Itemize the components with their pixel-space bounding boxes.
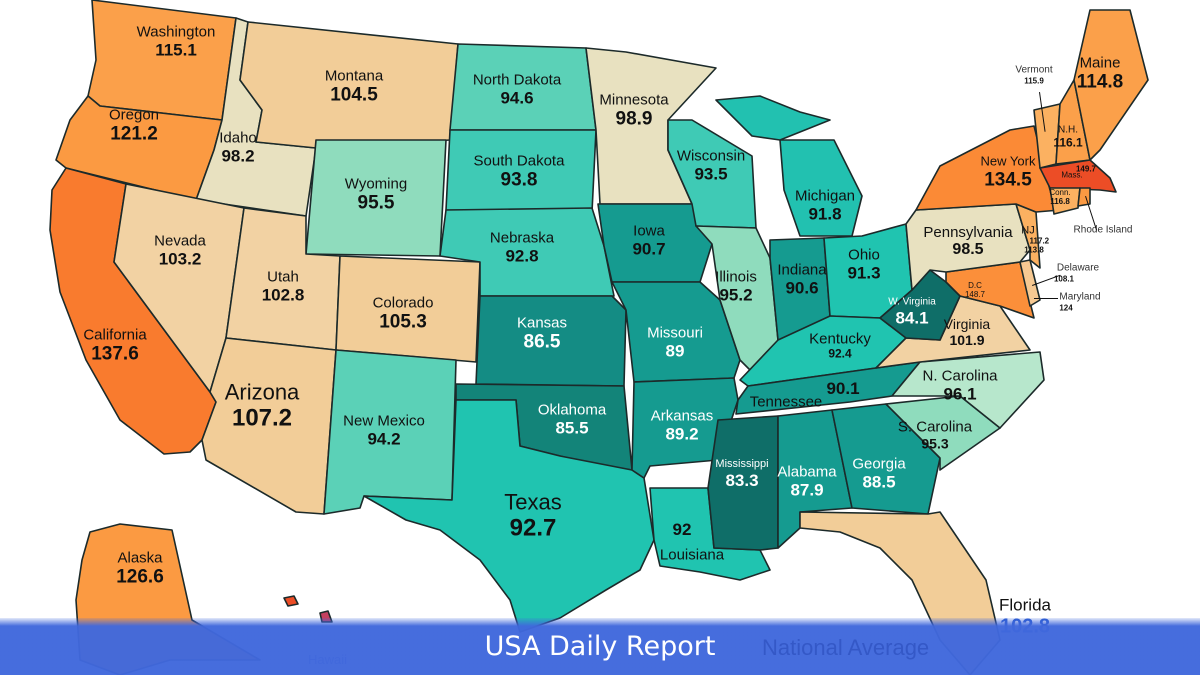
state-conn[interactable] [1049, 187, 1081, 215]
state-michigan-up[interactable] [715, 95, 831, 141]
legend-national-average: National Average [762, 635, 930, 660]
state-mississippi[interactable] [707, 415, 779, 551]
state-new-mexico[interactable] [323, 349, 457, 515]
state-michigan[interactable] [779, 139, 863, 237]
state-montana[interactable] [239, 21, 459, 149]
state-kansas[interactable] [475, 295, 627, 387]
state-s-carolina[interactable] [885, 395, 1001, 471]
state-maine[interactable] [1073, 9, 1149, 161]
state-south-dakota[interactable] [445, 129, 597, 213]
report-banner: USA Daily Report [0, 618, 1200, 675]
banner-title: USA Daily Report [484, 631, 716, 662]
state-wyoming[interactable] [305, 139, 447, 257]
state-hawaii-kauai[interactable] [283, 595, 299, 607]
state-washington[interactable] [87, 0, 237, 121]
state-missouri[interactable] [611, 281, 741, 383]
state-arizona[interactable] [201, 337, 337, 515]
state-arkansas[interactable] [631, 377, 739, 479]
state-texas[interactable] [363, 399, 655, 633]
callout-line-maryland [1034, 298, 1058, 300]
state-delaware[interactable] [1019, 259, 1041, 307]
state-north-dakota[interactable] [449, 43, 597, 131]
state-colorado[interactable] [335, 255, 481, 363]
